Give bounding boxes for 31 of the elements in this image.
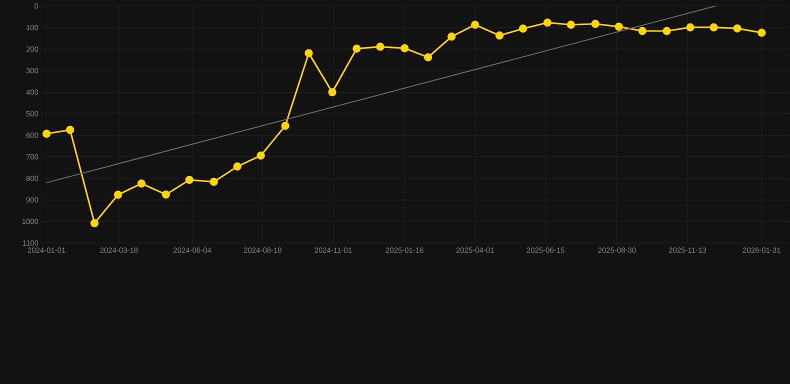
point — [518, 24, 528, 33]
point — [66, 126, 74, 134]
point — [733, 24, 742, 32]
point — [758, 28, 766, 37]
point — [566, 20, 576, 29]
point — [400, 44, 409, 52]
point — [686, 23, 694, 32]
point — [470, 20, 480, 29]
point — [662, 26, 671, 36]
point — [162, 190, 170, 199]
point — [137, 179, 146, 188]
point — [210, 178, 218, 186]
point — [328, 88, 336, 96]
point — [614, 22, 623, 31]
point — [185, 176, 194, 184]
point — [591, 20, 600, 28]
point — [90, 219, 99, 228]
point — [543, 18, 552, 27]
point — [42, 130, 51, 138]
point — [114, 190, 122, 199]
point — [448, 32, 456, 41]
point — [281, 122, 290, 130]
point — [495, 31, 504, 40]
point — [376, 42, 384, 51]
point — [638, 26, 646, 36]
point — [256, 151, 265, 160]
point — [304, 49, 313, 58]
point — [710, 23, 718, 32]
point — [233, 162, 242, 171]
point — [424, 53, 432, 62]
point — [352, 44, 361, 53]
